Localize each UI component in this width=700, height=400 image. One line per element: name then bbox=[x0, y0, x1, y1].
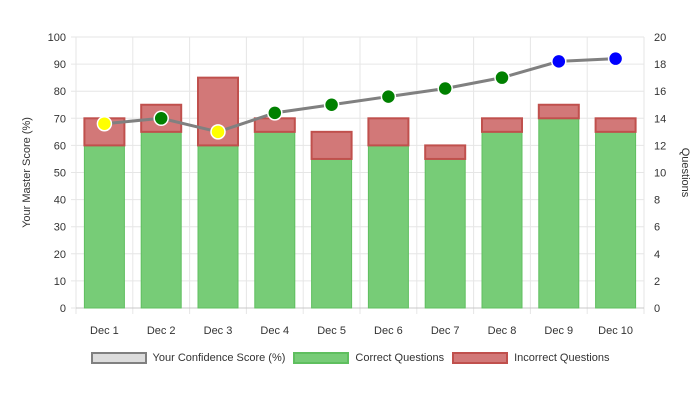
confidence-point bbox=[607, 50, 624, 67]
y-right-tick-label: 2 bbox=[654, 276, 660, 288]
y-left-tick-label: 70 bbox=[54, 113, 66, 125]
y-right-tick-label: 16 bbox=[654, 86, 666, 98]
y-left-tick-label: 40 bbox=[54, 195, 66, 207]
y-left-tick-label: 0 bbox=[60, 303, 66, 315]
confidence-point bbox=[96, 115, 113, 132]
bar-correct bbox=[481, 131, 523, 309]
y-left-tick-label: 80 bbox=[54, 86, 66, 98]
bar-correct bbox=[83, 144, 125, 309]
x-tick-label: Dec 1 bbox=[90, 325, 119, 337]
bar-correct bbox=[140, 131, 182, 309]
confidence-point bbox=[267, 105, 283, 121]
bar-incorrect bbox=[594, 117, 637, 133]
x-tick-label: Dec 7 bbox=[431, 325, 460, 337]
confidence-point bbox=[551, 53, 567, 70]
y-right-tick-label: 4 bbox=[654, 249, 660, 261]
y-left-tick-label: 90 bbox=[54, 59, 66, 71]
bar-correct bbox=[311, 158, 353, 309]
chart-canvas: 0 10 20 30 40 50 60 70 80 90 100 0 2 4 6 8 10 12 14 16 18 20 D… bbox=[21, 32, 691, 337]
y-right-axis-title: Questions bbox=[679, 148, 691, 198]
confidence-point bbox=[323, 97, 340, 113]
y-right-tick-label: 10 bbox=[654, 168, 666, 180]
bar-correct bbox=[197, 144, 239, 309]
x-tick-label: Dec 3 bbox=[204, 325, 233, 337]
legend-label-correct: Correct Questions bbox=[355, 352, 445, 364]
bar-incorrect bbox=[367, 117, 410, 147]
x-tick-label: Dec 6 bbox=[374, 325, 403, 337]
y-left-axis-title: Your Master Score (%) bbox=[21, 117, 33, 228]
legend-item-correct[interactable]: Correct Questions bbox=[293, 352, 444, 364]
x-tick-label: Dec 5 bbox=[317, 325, 346, 337]
bar-incorrect bbox=[310, 130, 353, 160]
y-left-tick-label: 30 bbox=[54, 222, 66, 234]
x-tick-label: Dec 4 bbox=[260, 325, 289, 337]
y-left-tick-label: 20 bbox=[54, 249, 66, 261]
confidence-point bbox=[437, 80, 453, 97]
legend-label-incorrect: Incorrect Questions bbox=[514, 352, 610, 364]
legend: Your Confidence Score (%) Correct Questi… bbox=[0, 352, 700, 364]
y-left-tick-label: 10 bbox=[54, 276, 66, 288]
y-right-tick-label: 8 bbox=[654, 195, 660, 207]
bar-correct bbox=[424, 158, 466, 309]
y-right-tick-label: 12 bbox=[654, 140, 666, 152]
y-right-tick-label: 6 bbox=[654, 222, 660, 234]
bar-incorrect bbox=[481, 117, 523, 133]
y-right-tick-label: 0 bbox=[654, 303, 660, 315]
y-right-tick-label: 20 bbox=[654, 32, 666, 44]
bar-correct bbox=[595, 131, 637, 309]
confidence-line bbox=[104, 57, 616, 134]
y-left-tick-label: 60 bbox=[54, 140, 66, 152]
y-right-tick-label: 18 bbox=[654, 59, 666, 71]
legend-item-confidence[interactable]: Your Confidence Score (%) bbox=[90, 352, 286, 364]
bar-correct bbox=[367, 144, 409, 309]
legend-item-incorrect[interactable]: Incorrect Questions bbox=[452, 352, 609, 364]
y-left-tick-label: 100 bbox=[48, 32, 66, 44]
confidence-point bbox=[494, 69, 510, 86]
confidence-point bbox=[210, 124, 226, 140]
legend-swatch-correct bbox=[293, 352, 350, 364]
legend-label-confidence: Your Confidence Score (%) bbox=[152, 352, 286, 364]
bar-correct bbox=[538, 117, 580, 309]
confidence-point bbox=[153, 110, 169, 127]
x-tick-label: Dec 8 bbox=[488, 325, 517, 337]
x-tick-label: Dec 9 bbox=[544, 325, 573, 337]
confidence-point bbox=[380, 88, 397, 105]
bar-incorrect bbox=[424, 144, 467, 160]
bar-correct bbox=[254, 131, 296, 309]
y-right-tick-label: 14 bbox=[654, 113, 666, 125]
x-tick-label: Dec 2 bbox=[147, 325, 176, 337]
bar-incorrect bbox=[537, 103, 580, 120]
x-tick-label: Dec 10 bbox=[598, 325, 633, 337]
legend-swatch-incorrect bbox=[452, 352, 509, 364]
legend-swatch-confidence bbox=[90, 352, 147, 364]
y-left-tick-label: 50 bbox=[54, 168, 66, 180]
